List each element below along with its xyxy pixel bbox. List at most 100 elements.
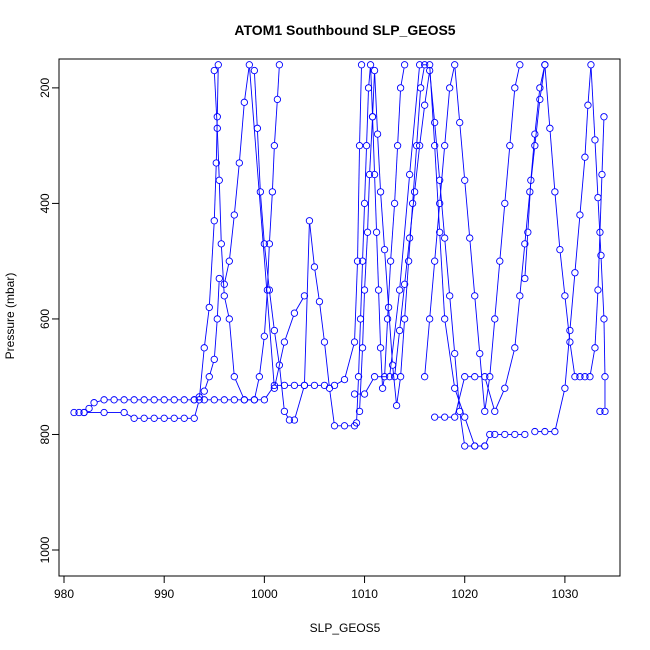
data-point <box>75 408 83 417</box>
series-segment <box>309 223 315 264</box>
data-point <box>360 286 369 294</box>
series-segment <box>264 293 268 334</box>
data-point <box>396 84 405 92</box>
series-segment <box>534 91 540 131</box>
series-segment <box>384 322 388 374</box>
series-segment <box>319 304 325 339</box>
series-segment <box>204 310 210 345</box>
data-point <box>225 257 233 265</box>
series-segment <box>384 252 389 305</box>
y-axis: 200 400 600 800 1000 <box>38 78 59 563</box>
series-segment <box>382 379 385 386</box>
data-point <box>370 66 379 75</box>
data-point <box>466 234 474 242</box>
data-point <box>386 257 395 265</box>
data-point <box>300 381 309 390</box>
data-point <box>581 153 589 161</box>
series-segment <box>260 195 265 241</box>
data-point <box>290 416 299 424</box>
series-segment <box>213 73 218 126</box>
series-segment <box>244 67 250 100</box>
data-point <box>220 396 228 404</box>
data-point <box>315 297 324 306</box>
data-point <box>245 61 253 69</box>
data-point <box>486 373 494 381</box>
series-segment <box>527 183 532 230</box>
series-segment <box>599 177 603 230</box>
data-point <box>273 95 282 104</box>
series-segment <box>499 206 505 259</box>
series-segment <box>216 131 220 178</box>
data-point <box>200 344 208 352</box>
data-point <box>372 228 381 236</box>
series-segment <box>600 258 605 316</box>
data-point <box>471 292 479 300</box>
data-point <box>400 315 409 323</box>
series-segment <box>380 351 383 386</box>
data-point <box>210 217 218 225</box>
series-10 <box>431 61 549 421</box>
series-segment <box>559 252 566 293</box>
data-point <box>392 401 401 410</box>
data-point <box>601 373 609 381</box>
data-point <box>376 344 385 352</box>
data-point <box>506 141 514 150</box>
data-point <box>576 373 584 381</box>
series-segment <box>274 102 278 143</box>
series-segment <box>579 160 586 212</box>
data-point <box>436 199 444 208</box>
y-tick-label: 200 <box>38 78 52 98</box>
data-point <box>441 413 449 421</box>
data-point <box>551 188 559 196</box>
series-segment <box>574 218 581 270</box>
series-segment <box>218 183 222 241</box>
series-segment <box>257 131 261 189</box>
series-5 <box>220 61 309 392</box>
data-point <box>451 61 459 69</box>
series-segment <box>404 264 409 316</box>
data-point <box>170 396 178 404</box>
data-point <box>436 228 444 236</box>
data-point <box>395 286 404 294</box>
data-point <box>596 407 604 416</box>
series-segment <box>194 402 199 416</box>
series-segment <box>594 143 599 195</box>
data-point <box>521 240 529 248</box>
data-point <box>481 407 489 416</box>
data-point <box>250 66 258 75</box>
data-point <box>461 442 469 450</box>
series-segment <box>204 379 209 389</box>
series-segment <box>295 298 304 311</box>
y-tick-label: 1000 <box>38 536 52 563</box>
series-segment <box>569 345 575 374</box>
data-point <box>521 430 529 439</box>
series-segment <box>397 91 401 143</box>
series-segment <box>216 67 219 114</box>
data-point <box>384 303 393 312</box>
data-point <box>310 263 319 271</box>
series-segment <box>590 350 595 374</box>
data-point <box>280 338 289 346</box>
y-tick-label: 600 <box>38 309 52 329</box>
data-point <box>213 315 221 323</box>
data-point <box>536 95 544 104</box>
data-point <box>516 292 524 300</box>
series-segment <box>390 206 395 259</box>
series-segment <box>400 67 405 85</box>
data-point <box>357 61 366 69</box>
data-point <box>160 396 168 404</box>
data-point <box>355 141 364 150</box>
data-point <box>393 141 402 150</box>
series-9 <box>421 61 524 416</box>
data-point <box>446 292 454 300</box>
series-segment <box>264 246 270 287</box>
data-point <box>591 136 599 144</box>
data-point <box>426 66 434 75</box>
data-point <box>390 199 399 208</box>
series-0 <box>70 274 223 417</box>
series-segment <box>429 264 435 316</box>
y-tick-label: 400 <box>38 193 52 213</box>
series-segment <box>434 148 440 230</box>
series-segment <box>369 119 373 172</box>
data-point <box>383 315 392 323</box>
